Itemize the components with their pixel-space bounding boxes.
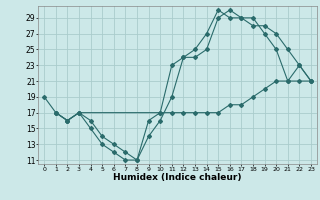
X-axis label: Humidex (Indice chaleur): Humidex (Indice chaleur): [113, 173, 242, 182]
